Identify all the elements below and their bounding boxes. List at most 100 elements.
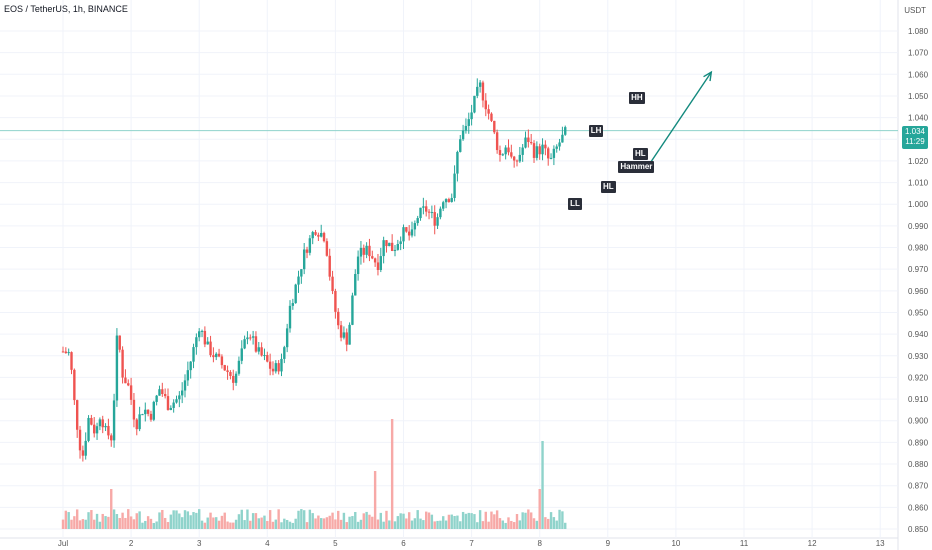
candle-body [87,417,90,441]
volume-bar [206,517,209,529]
volume-bar [393,521,397,529]
volume-bar [138,511,141,529]
volume-bar [146,516,150,529]
volume-bar [541,441,544,529]
candle-body [407,231,411,236]
y-tick-label: 0.850 [908,525,929,534]
candle-body [430,212,434,214]
volume-bar [549,512,553,529]
volume-bar [311,513,314,529]
volume-bar [351,516,354,529]
candle-body [220,356,224,366]
volume-bar [101,513,104,529]
volume-bar [382,521,385,529]
candle-body [308,238,312,253]
volume-bar [209,512,212,529]
volume-bar [402,513,405,529]
annotation-hh: HH [629,92,645,105]
candle-body [285,328,289,348]
volume-bar [240,509,243,529]
volume-bar [161,509,164,529]
chart-title: EOS / TetherUS, 1h, BINANCE [4,4,128,14]
volume-bar [470,513,473,529]
volume-bar [461,511,465,529]
candle-body [484,100,487,110]
candle-body [501,154,505,156]
volume-bar [118,517,121,529]
candle-body [257,347,260,352]
volume-bar [529,512,533,529]
x-axis: Jul 2 3 4 5 6 7 8 9 10 11 12 13 [58,539,885,548]
candle-body [232,375,235,383]
candle-body [337,311,340,326]
candle-body [498,150,502,156]
volume-bar [81,519,85,529]
volume-bar [246,509,249,529]
volume-bar [473,514,476,529]
candle-body [359,247,363,257]
candle-body [416,218,419,224]
candle-body [371,256,374,259]
volume-bar [251,513,255,529]
volume-bar [422,520,425,529]
candle-body [98,419,102,427]
candle-body [552,148,556,158]
volume-bar [521,512,524,529]
volume-bar [501,520,505,529]
candle-body [388,242,391,247]
y-tick-label: 0.970 [908,265,929,274]
volume-bar [200,520,204,529]
y-axis: 1.0801.0701.0601.0501.0401.0301.0201.010… [908,27,929,534]
candle-body [209,341,212,356]
volume-bar [129,516,133,529]
y-unit-label: USDT [904,6,926,15]
candle-body [328,255,331,277]
candle-body [217,353,221,357]
volume-bar [510,520,513,529]
volume-bar [166,522,170,529]
volume-bar [512,522,516,529]
candle-body [283,347,286,359]
arrow-head [703,70,713,82]
volume-bar [297,510,300,529]
volume-bar [183,510,187,529]
annotation-hl: HL [632,148,648,161]
volume-bar [155,521,158,529]
candle-body [101,419,104,428]
volume-bar [203,522,207,529]
candle-body [294,284,297,304]
candle-body [402,227,405,242]
candle-body [529,142,533,144]
volume-bar [110,489,113,529]
y-tick-label: 0.930 [908,352,929,361]
candle-body [399,241,402,245]
candle-body [166,396,170,410]
volume-bars [61,419,567,529]
volume-bar [198,509,201,529]
volume-bar [260,517,263,529]
candle-body [524,137,527,148]
volume-bar [410,520,414,529]
volume-bar [356,521,360,529]
y-tick-label: 0.940 [908,330,929,339]
candle-body [155,395,158,402]
volume-bar [371,516,374,529]
candle-body [555,146,558,149]
candle-body [541,144,544,155]
candle-body [127,383,130,386]
candle-body [495,132,499,151]
candle-body [334,290,337,312]
candle-body [527,137,530,143]
candle-body [549,157,553,159]
volume-bar [104,516,107,529]
candle-body [410,229,414,236]
candle-body [456,151,459,174]
candle-body [223,365,226,371]
y-tick-label: 1.000 [908,200,929,209]
candle-body [368,245,371,257]
candle-body [64,351,68,354]
volume-bar [444,520,448,529]
volume-bar [425,511,428,529]
volume-bar [328,515,331,529]
candle-body [356,256,360,275]
